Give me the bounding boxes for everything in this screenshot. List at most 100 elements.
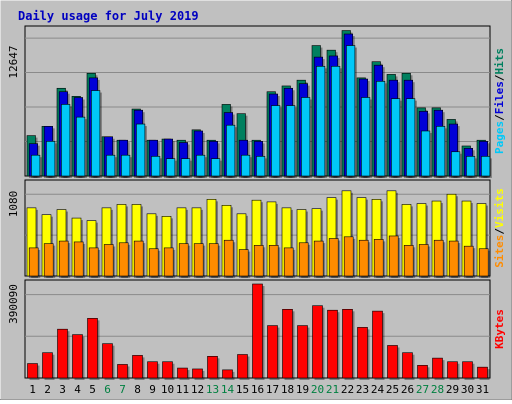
x-tick-label-day-14: 14 xyxy=(221,383,235,396)
bar-kbytes-day-3 xyxy=(57,328,68,379)
bar-pages-day-12 xyxy=(196,154,206,177)
bar-kbytes-day-5 xyxy=(87,318,98,379)
x-tick-label-day-8: 8 xyxy=(134,383,141,396)
bar-kbytes-day-25 xyxy=(387,345,398,379)
bar-sites-day-8 xyxy=(133,240,144,277)
bar-pages-day-31 xyxy=(481,156,491,177)
bar-sites-day-4 xyxy=(73,241,84,277)
bar-pages-day-7 xyxy=(121,154,131,177)
bar-pages-day-4 xyxy=(76,116,86,177)
bars-visits-sites xyxy=(26,190,491,278)
bar-kbytes-day-6 xyxy=(102,343,113,379)
bar-kbytes-day-30 xyxy=(462,361,473,379)
bar-sites-day-31 xyxy=(478,248,489,277)
bar-sites-day-13 xyxy=(208,243,219,277)
x-tick-label-day-19: 19 xyxy=(296,383,309,396)
bar-sites-day-9 xyxy=(148,248,159,277)
x-tick-label-day-9: 9 xyxy=(149,383,156,396)
bar-pages-day-29 xyxy=(451,151,461,177)
x-tick-label-day-29: 29 xyxy=(446,383,459,396)
bar-sites-day-5 xyxy=(88,247,99,277)
bar-sites-day-7 xyxy=(118,242,129,277)
x-tick-label-day-2: 2 xyxy=(44,383,51,396)
x-tick-label-day-30: 30 xyxy=(461,383,474,396)
bar-pages-day-2 xyxy=(46,141,56,177)
x-tick-label-day-6: 6 xyxy=(104,383,111,396)
x-tick-label-day-5: 5 xyxy=(89,383,96,396)
bar-kbytes-day-2 xyxy=(42,352,53,379)
x-tick-label-day-7: 7 xyxy=(119,383,126,396)
x-tick-label-day-17: 17 xyxy=(266,383,279,396)
x-tick-label-day-25: 25 xyxy=(386,383,399,396)
bar-pages-day-28 xyxy=(436,126,446,177)
y-max-label-hits-files-pages: 12647 xyxy=(7,45,20,78)
bar-kbytes-day-18 xyxy=(282,309,293,379)
bar-pages-day-19 xyxy=(301,97,311,177)
bar-kbytes-day-21 xyxy=(327,309,338,379)
bar-sites-day-14 xyxy=(223,239,234,277)
x-tick-label-day-23: 23 xyxy=(356,383,369,396)
bar-pages-day-20 xyxy=(316,66,326,177)
legend-entry-pages: Pages xyxy=(493,121,506,154)
bar-sites-day-2 xyxy=(43,243,54,277)
x-tick-label-day-28: 28 xyxy=(431,383,444,396)
bar-sites-day-25 xyxy=(388,235,399,277)
bar-sites-day-23 xyxy=(358,239,369,277)
bar-sites-day-17 xyxy=(268,245,279,277)
bar-sites-day-27 xyxy=(418,244,429,277)
bar-sites-day-19 xyxy=(298,242,309,277)
x-tick-label-day-16: 16 xyxy=(251,383,264,396)
bar-kbytes-day-17 xyxy=(267,325,278,379)
bar-kbytes-day-7 xyxy=(117,364,128,379)
legend-entry-hits: Hits xyxy=(493,48,506,75)
bar-kbytes-day-4 xyxy=(72,334,83,379)
bar-sites-day-30 xyxy=(463,245,474,277)
legend-entry-separator: / xyxy=(493,228,506,235)
bar-sites-day-3 xyxy=(58,240,69,277)
bar-sites-day-11 xyxy=(178,243,189,277)
panel-kbytes: 390090 KBytes xyxy=(7,279,506,380)
bar-pages-day-8 xyxy=(136,123,146,177)
bar-sites-day-12 xyxy=(193,243,204,277)
panel-visits-sites: 1080 Sites/Visits xyxy=(7,179,506,278)
bar-sites-day-21 xyxy=(328,238,339,277)
bar-pages-day-24 xyxy=(376,81,386,177)
bar-kbytes-day-23 xyxy=(357,327,368,379)
bar-sites-day-24 xyxy=(373,239,384,277)
bar-pages-day-16 xyxy=(256,156,266,177)
legend-entry-sites: Sites xyxy=(493,235,506,268)
bar-kbytes-day-24 xyxy=(372,310,383,379)
bar-kbytes-day-10 xyxy=(162,361,173,379)
legend-entry-separator: / xyxy=(493,74,506,81)
bar-sites-day-29 xyxy=(448,240,459,277)
bar-kbytes-day-15 xyxy=(237,354,248,379)
bar-sites-day-20 xyxy=(313,240,324,277)
panels-layer: 12647Pages/Files/Hits1080Sites/Visits390… xyxy=(7,25,506,380)
bar-kbytes-day-16 xyxy=(252,283,263,379)
bar-pages-day-27 xyxy=(421,130,431,177)
bar-kbytes-day-31 xyxy=(477,366,488,379)
bar-kbytes-day-28 xyxy=(432,357,443,379)
bar-pages-day-30 xyxy=(466,156,476,177)
x-tick-label-day-3: 3 xyxy=(59,383,66,396)
bar-kbytes-day-11 xyxy=(177,367,188,379)
bar-kbytes-day-22 xyxy=(342,309,353,379)
bar-sites-day-15 xyxy=(238,249,249,277)
x-tick-label-day-1: 1 xyxy=(29,383,36,396)
bar-pages-day-25 xyxy=(391,98,401,177)
bar-pages-day-21 xyxy=(331,66,341,177)
bar-pages-day-22 xyxy=(346,45,356,177)
bar-pages-day-9 xyxy=(151,156,161,177)
bar-pages-day-23 xyxy=(361,97,371,177)
chart-title: Daily usage for July 2019 xyxy=(18,9,199,23)
bar-sites-day-1 xyxy=(28,247,39,277)
bar-kbytes-day-1 xyxy=(27,363,38,379)
bar-pages-day-10 xyxy=(166,158,176,177)
bar-pages-day-14 xyxy=(226,124,236,177)
x-axis-labels: 1 2 3 4 5 6 7 8 9 10 11 12 13 14 15 16 17 18 19 20 21 22 23 24 2… xyxy=(29,383,489,396)
bar-sites-day-16 xyxy=(253,245,264,277)
bar-pages-day-1 xyxy=(31,154,41,177)
